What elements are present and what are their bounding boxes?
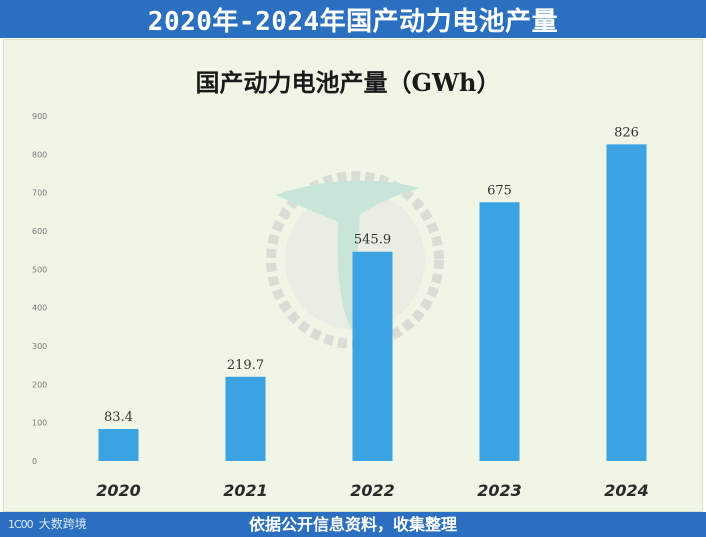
y-tick-label: 200 [32, 380, 47, 389]
bar-2022 [352, 251, 393, 461]
page-title: 2020年-2024年国产动力电池产量 [147, 6, 559, 37]
y-axis: 0 100 200 300 400 500 600 700 800 900 [32, 112, 47, 466]
value-label-2022: 545.9 [354, 233, 391, 248]
bar-2024 [606, 144, 647, 461]
value-label-2024: 826 [614, 125, 639, 140]
brand-name: 大数跨境 [38, 517, 87, 531]
y-tick-label: 800 [32, 150, 47, 159]
value-label-2021: 219.7 [227, 358, 264, 373]
x-tick-label-2022: 2022 [350, 481, 395, 500]
value-label-2020: 83.4 [104, 410, 133, 425]
bar-2020 [98, 429, 139, 461]
brand-logo: 1C00 大数跨境 [8, 512, 87, 537]
y-tick-label: 400 [32, 304, 47, 313]
chart-title: 国产动力电池产量（GWh） [196, 68, 501, 97]
y-tick-label: 100 [32, 419, 47, 428]
bar-2021 [225, 376, 266, 461]
x-axis: 2020 2021 2022 2023 2024 [96, 481, 649, 500]
value-label-2023: 675 [487, 183, 512, 198]
x-tick-label-2023: 2023 [477, 481, 522, 500]
y-tick-label: 300 [32, 342, 47, 351]
title-bar: 2020年-2024年国产动力电池产量 [0, 0, 706, 38]
x-tick-label-2024: 2024 [604, 481, 649, 500]
y-tick-label: 500 [32, 265, 47, 274]
x-tick-label-2021: 2021 [223, 481, 268, 500]
footer-bar: 1C00 大数跨境 依据公开信息资料，收集整理 [0, 512, 706, 537]
value-labels: 83.4 219.7 545.9 675 826 [104, 125, 639, 425]
y-tick-label: 700 [32, 189, 47, 198]
brand-mark: 1C00 [8, 518, 34, 531]
y-tick-label: 0 [32, 457, 37, 466]
y-tick-label: 600 [32, 227, 47, 236]
bars [98, 144, 647, 461]
x-tick-label-2020: 2020 [96, 481, 141, 500]
y-tick-label: 900 [32, 112, 47, 121]
bar-2023 [479, 202, 520, 461]
source-note: 依据公开信息资料，收集整理 [248, 515, 457, 534]
